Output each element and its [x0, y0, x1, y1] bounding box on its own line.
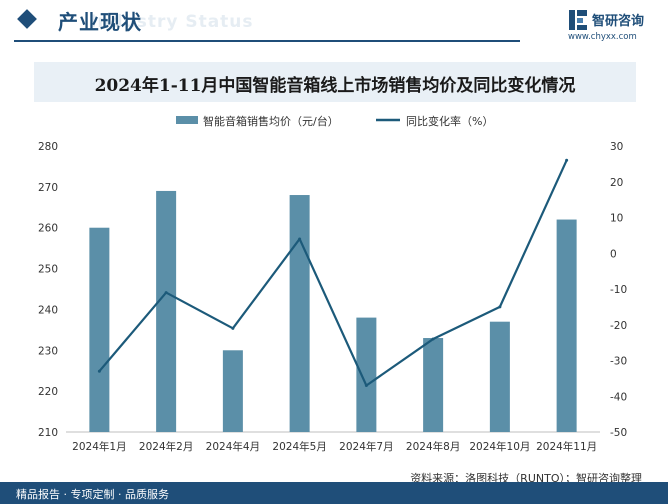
bar — [222, 350, 243, 432]
y-left-tick-label: 270 — [38, 182, 58, 194]
y-right-tick-label: -10 — [610, 284, 627, 296]
y-left-tick-label: 230 — [38, 345, 58, 357]
line-point — [565, 158, 569, 162]
line-point — [298, 237, 302, 241]
line-point — [231, 326, 235, 330]
line-point — [364, 384, 368, 388]
bar — [89, 227, 110, 432]
y-left-tick-label: 280 — [38, 141, 58, 153]
y-right-tick-label: 20 — [610, 177, 623, 189]
y-right-tick-label: -20 — [610, 320, 627, 332]
legend-line-label: 同比变化率（%） — [406, 114, 493, 128]
y-right-tick-label: 10 — [610, 213, 623, 225]
y-right-tick-label: -40 — [610, 391, 627, 403]
bar — [423, 338, 444, 432]
x-tick-label: 2024年2月 — [139, 440, 193, 453]
legend-bar-swatch — [176, 116, 198, 124]
x-tick-label: 2024年10月 — [469, 440, 530, 453]
brand-logo-icon — [569, 10, 587, 30]
y-left-tick-label: 250 — [38, 264, 58, 276]
brand-url: www.chyxx.com — [568, 32, 637, 42]
line-point — [97, 369, 101, 373]
brand-logo: 智研咨询 www.chyxx.com — [568, 8, 658, 42]
y-left-tick-label: 240 — [38, 304, 58, 316]
series-line — [98, 159, 568, 387]
section-title: 产业现状 — [58, 10, 142, 34]
x-tick-label: 2024年8月 — [406, 440, 460, 453]
y-left-tick-label: 260 — [38, 223, 58, 235]
y-right-tick-label: 30 — [610, 141, 623, 153]
chart-title-band: 2024年1-11月中国智能音箱线上市场销售均价及同比变化情况 — [34, 62, 636, 102]
x-tick-label: 2024年4月 — [206, 440, 260, 453]
header-ghost-text: Industry Status — [90, 12, 254, 32]
y-left-tick-label: 220 — [38, 386, 58, 398]
y-right-tick-label: 0 — [610, 248, 617, 260]
y-left-tick-label: 210 — [38, 427, 58, 439]
header: Industry Status 产业现状 智研咨询 www.chyxx.com — [0, 0, 668, 44]
data-source: 资料来源：洛图科技（RUNTO）；智研咨询整理 — [410, 472, 642, 485]
footer-slogan: 精品报告 · 专项定制 · 品质服务 — [16, 488, 169, 501]
legend-bar-label: 智能音箱销售均价（元/台） — [203, 114, 339, 128]
x-tick-label: 2024年7月 — [339, 440, 393, 453]
bar — [156, 190, 177, 432]
brand-name: 智研咨询 — [592, 14, 645, 29]
chart-title: 2024年1-11月中国智能音箱线上市场销售均价及同比变化情况 — [94, 76, 576, 96]
diamond-icon — [17, 9, 37, 29]
bar — [556, 219, 577, 432]
header-divider — [14, 40, 520, 42]
line-point — [498, 305, 502, 309]
y-right-tick-label: -30 — [610, 356, 627, 368]
line-point — [164, 291, 168, 295]
line-point — [431, 337, 435, 341]
x-tick-label: 2024年11月 — [536, 440, 597, 453]
y-right-tick-label: -50 — [610, 427, 627, 439]
chart: 智能音箱销售均价（元/台） 同比变化率（%） 210 220 230 240 250 260 2… — [38, 114, 627, 453]
bar — [356, 317, 377, 432]
x-tick-label: 2024年5月 — [272, 440, 326, 453]
x-tick-label: 2024年1月 — [72, 440, 126, 453]
bar — [489, 321, 510, 432]
footer-bar: 精品报告 · 专项定制 · 品质服务 — [0, 482, 668, 504]
bar — [289, 195, 310, 432]
